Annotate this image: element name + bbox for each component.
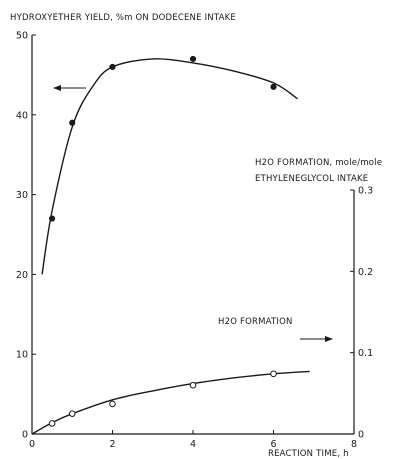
h2o-point xyxy=(270,370,277,378)
left-axis-title: HYDROXYETHER YIELD, %m ON DODECENE INTAK… xyxy=(10,13,236,23)
yield-point xyxy=(270,83,277,90)
x-tick-label: 2 xyxy=(109,439,115,450)
x-tick-label: 4 xyxy=(190,439,196,450)
series-label-h2o: H2O FORMATION xyxy=(218,317,293,327)
yield-curve xyxy=(41,58,298,275)
x-tick-label: 6 xyxy=(270,439,276,450)
x-tick-label: 8 xyxy=(351,439,357,450)
y-right-tick-label: 0.2 xyxy=(358,267,373,278)
h2o-point xyxy=(48,420,56,427)
yield-point xyxy=(109,63,116,71)
y-left-tick-label: 0 xyxy=(22,430,28,441)
curves xyxy=(31,58,310,435)
y-right-tick-label: 0.1 xyxy=(358,348,373,359)
y-left-tick-label: 10 xyxy=(16,350,28,361)
x-tick-label: 0 xyxy=(29,439,35,450)
axes xyxy=(31,34,355,435)
y-left-tick-label: 20 xyxy=(16,270,28,281)
yield-point xyxy=(69,119,76,126)
right-axis-title-line1: H2O FORMATION, mole/mole xyxy=(255,158,382,168)
h2o-curve xyxy=(31,370,310,435)
right-axis-title-line2: ETHYLENEGLYCOL INTAKE xyxy=(255,174,368,184)
yield-point xyxy=(189,55,197,63)
h2o-point xyxy=(68,410,76,417)
y-left-tick-label: 50 xyxy=(16,31,28,42)
y-left-tick-label: 40 xyxy=(16,110,28,121)
arrow-right-series-head xyxy=(325,336,333,342)
yield-point xyxy=(49,215,56,222)
arrow-left-series-head xyxy=(53,85,61,91)
data-points xyxy=(48,55,277,427)
y-left-tick-label: 30 xyxy=(16,190,28,201)
x-axis-title: REACTION TIME, h xyxy=(268,449,349,459)
h2o-point xyxy=(189,381,197,389)
y-right-tick-label: 0 xyxy=(358,430,364,441)
y-right-tick-label: 0.3 xyxy=(358,186,373,197)
h2o-point xyxy=(109,400,116,408)
